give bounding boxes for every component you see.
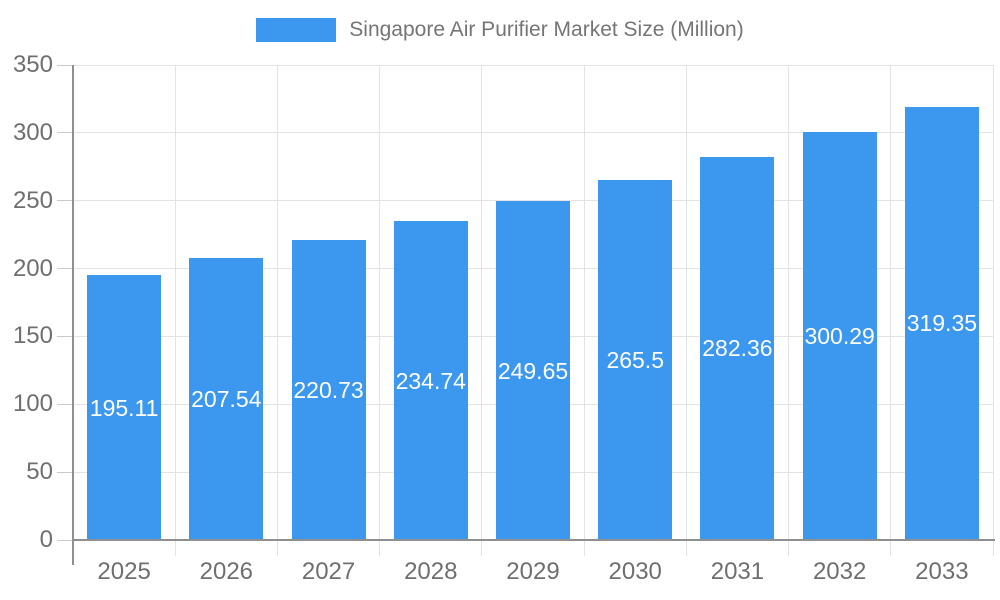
y-axis-tick-label: 50 [26,458,53,486]
vertical-gridline [583,65,585,556]
vertical-gridline [379,65,381,556]
y-axis-tick [57,64,73,66]
bar: 195.11 [87,275,162,540]
vertical-gridline [992,65,994,556]
legend-label: Singapore Air Purifier Market Size (Mill… [349,18,744,41]
bar-value-label: 195.11 [89,394,159,421]
bar-value-label: 282.36 [702,335,773,362]
horizontal-gridline [73,64,993,66]
y-axis-tick-label: 200 [12,254,53,282]
y-axis-tick-label: 100 [12,390,53,418]
x-axis-tick-label: 2027 [301,558,356,585]
y-axis-tick [57,471,73,473]
x-axis-tick-label: 2031 [710,558,765,585]
vertical-gridline [276,65,278,556]
y-axis-tick-label: 150 [12,322,53,350]
bar-value-label: 319.35 [906,310,978,337]
x-axis-tick-label: 2032 [812,558,867,585]
y-axis-tick-label: 0 [39,526,53,553]
bar: 249.65 [496,201,570,540]
vertical-gridline [174,65,176,556]
y-axis-tick [57,539,73,541]
x-axis-tick-label: 2025 [97,558,151,585]
y-axis-tick-label: 350 [12,51,53,78]
bar-value-label: 300.29 [804,323,875,350]
vertical-gridline [481,65,483,556]
x-axis-tick-label: 2030 [608,558,662,585]
legend: Singapore Air Purifier Market Size (Mill… [0,17,1000,43]
bar: 220.73 [291,240,366,540]
bar-value-label: 220.73 [293,377,364,404]
vertical-gridline [685,65,687,556]
y-axis-tick [57,132,73,134]
bar: 319.35 [904,106,979,540]
bar-value-label: 249.65 [497,357,569,384]
y-axis-tick [57,335,73,337]
x-axis-tick-label: 2028 [404,558,458,585]
bar-value-label: 234.74 [395,367,466,394]
x-axis-baseline [72,539,995,541]
y-axis-tick-label: 300 [12,118,53,146]
horizontal-gridline [73,200,993,202]
bar-value-label: 265.5 [606,346,664,373]
vertical-gridline [890,65,892,556]
bar: 207.54 [189,258,264,540]
horizontal-gridline [73,132,993,134]
y-axis-tick [57,200,73,202]
vertical-gridline [788,65,790,556]
y-axis-tick-label: 250 [12,186,53,214]
x-axis-tick-label: 2026 [199,558,254,585]
x-axis-tick-label: 2029 [506,558,560,585]
y-axis-line [72,65,74,565]
bar: 234.74 [393,221,468,540]
y-axis-tick [57,403,73,405]
y-axis-tick [57,268,73,270]
legend-swatch [256,18,337,42]
bar: 282.36 [700,156,775,540]
bar-value-label: 207.54 [191,386,262,413]
bar: 265.5 [598,179,673,540]
bar: 300.29 [802,132,877,540]
x-axis-tick-label: 2033 [915,558,969,585]
